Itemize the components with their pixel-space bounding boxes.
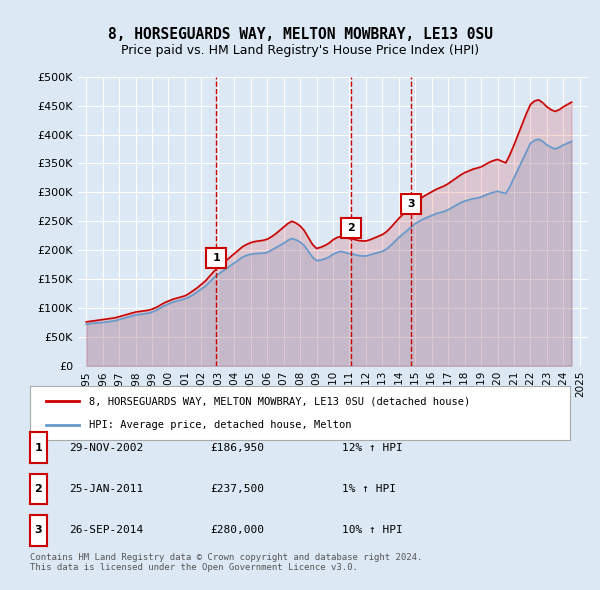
Text: 1% ↑ HPI: 1% ↑ HPI: [342, 484, 396, 494]
Text: 2: 2: [347, 224, 355, 234]
Text: 1: 1: [212, 253, 220, 263]
Text: 8, HORSEGUARDS WAY, MELTON MOWBRAY, LE13 0SU: 8, HORSEGUARDS WAY, MELTON MOWBRAY, LE13…: [107, 27, 493, 41]
Text: 25-JAN-2011: 25-JAN-2011: [69, 484, 143, 494]
Text: £186,950: £186,950: [210, 443, 264, 453]
Text: 26-SEP-2014: 26-SEP-2014: [69, 526, 143, 535]
Text: Contains HM Land Registry data © Crown copyright and database right 2024.
This d: Contains HM Land Registry data © Crown c…: [30, 553, 422, 572]
Text: 2: 2: [35, 484, 42, 494]
Text: 29-NOV-2002: 29-NOV-2002: [69, 443, 143, 453]
Text: 10% ↑ HPI: 10% ↑ HPI: [342, 526, 403, 535]
Text: Price paid vs. HM Land Registry's House Price Index (HPI): Price paid vs. HM Land Registry's House …: [121, 44, 479, 57]
Text: 8, HORSEGUARDS WAY, MELTON MOWBRAY, LE13 0SU (detached house): 8, HORSEGUARDS WAY, MELTON MOWBRAY, LE13…: [89, 396, 470, 407]
Text: 3: 3: [35, 526, 42, 535]
Text: 1: 1: [35, 443, 42, 453]
Text: HPI: Average price, detached house, Melton: HPI: Average price, detached house, Melt…: [89, 419, 352, 430]
Text: 12% ↑ HPI: 12% ↑ HPI: [342, 443, 403, 453]
Text: £237,500: £237,500: [210, 484, 264, 494]
Text: £280,000: £280,000: [210, 526, 264, 535]
Text: 3: 3: [407, 199, 415, 209]
